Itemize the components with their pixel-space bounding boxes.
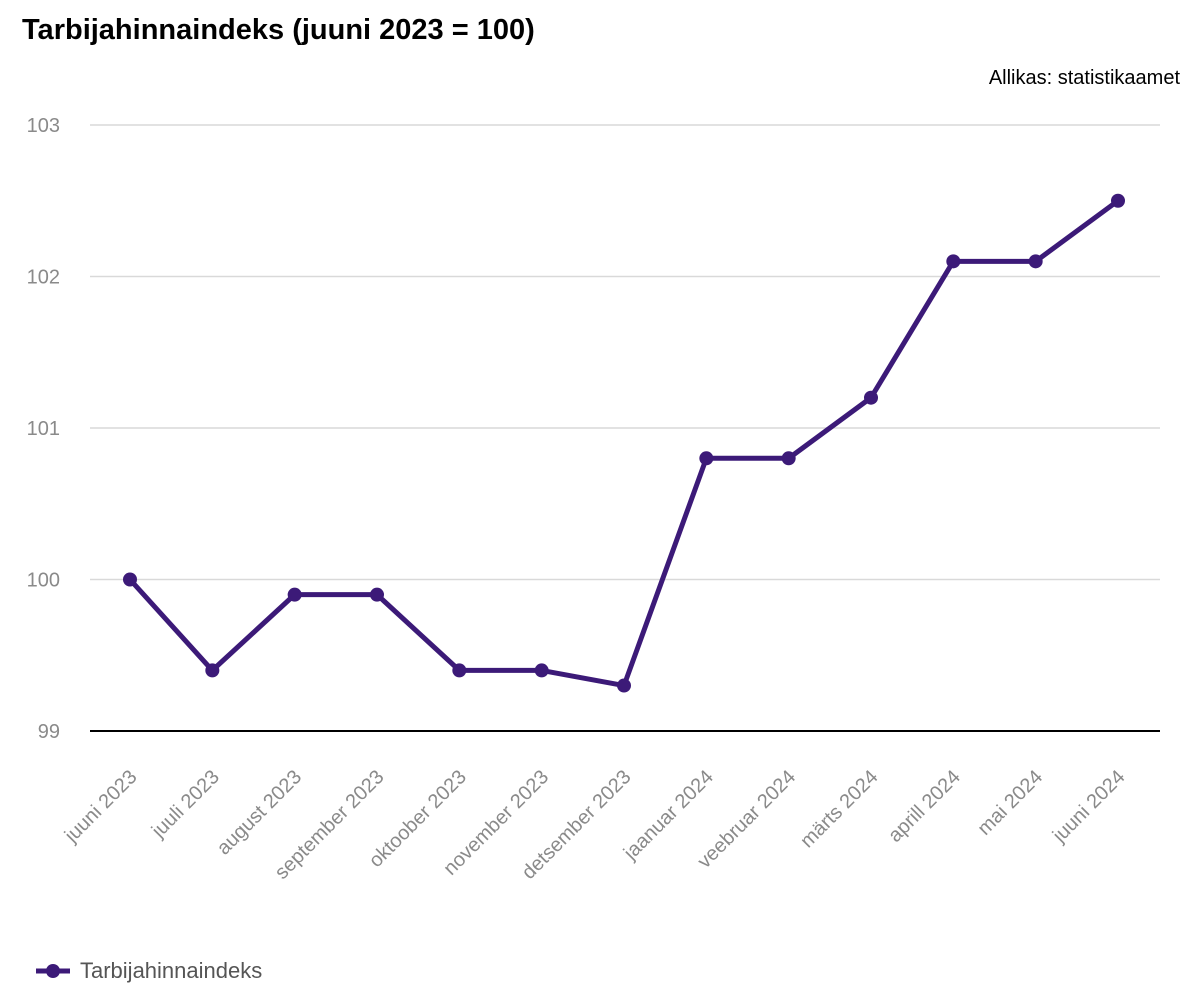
y-tick-label: 103	[27, 115, 60, 137]
data-point[interactable]	[1111, 193, 1125, 208]
data-point[interactable]	[1028, 254, 1043, 269]
data-point[interactable]	[205, 663, 220, 678]
data-point[interactable]	[287, 587, 302, 602]
x-tick-label: juuli 2023	[147, 766, 224, 843]
y-tick-label: 99	[38, 721, 60, 743]
y-axis-tick-labels: 99 100 101 102 103	[27, 115, 60, 743]
series-line	[127, 198, 1121, 689]
data-point[interactable]	[699, 451, 714, 466]
data-point[interactable]	[946, 254, 961, 269]
series-points	[123, 193, 1125, 693]
data-point[interactable]	[617, 678, 631, 693]
chart-source: Allikas: statistikaamet	[988, 67, 1180, 89]
series-lines	[127, 198, 1121, 689]
data-point[interactable]	[452, 663, 467, 678]
data-point[interactable]	[781, 451, 796, 466]
data-point[interactable]	[534, 663, 549, 678]
chart-title: Tarbijahinnaindeks (juuni 2023 = 100)	[22, 14, 535, 46]
x-tick-label: aprill 2024	[884, 766, 965, 847]
legend[interactable]: Tarbijahinnaindeks	[36, 958, 262, 984]
data-point[interactable]	[370, 587, 384, 602]
gridlines	[90, 124, 1160, 732]
x-tick-label: märts 2024	[796, 766, 882, 852]
legend-swatch-icon	[36, 964, 70, 978]
data-point[interactable]	[123, 572, 137, 587]
data-point[interactable]	[864, 390, 878, 405]
x-tick-label: juuni 2023	[60, 766, 142, 848]
x-tick-label: mai 2024	[973, 766, 1047, 840]
y-tick-label: 101	[27, 418, 60, 440]
y-tick-label: 100	[27, 570, 60, 592]
x-tick-label: juuni 2024	[1048, 766, 1130, 848]
y-tick-label: 102	[27, 267, 60, 289]
legend-label: Tarbijahinnaindeks	[80, 958, 263, 983]
